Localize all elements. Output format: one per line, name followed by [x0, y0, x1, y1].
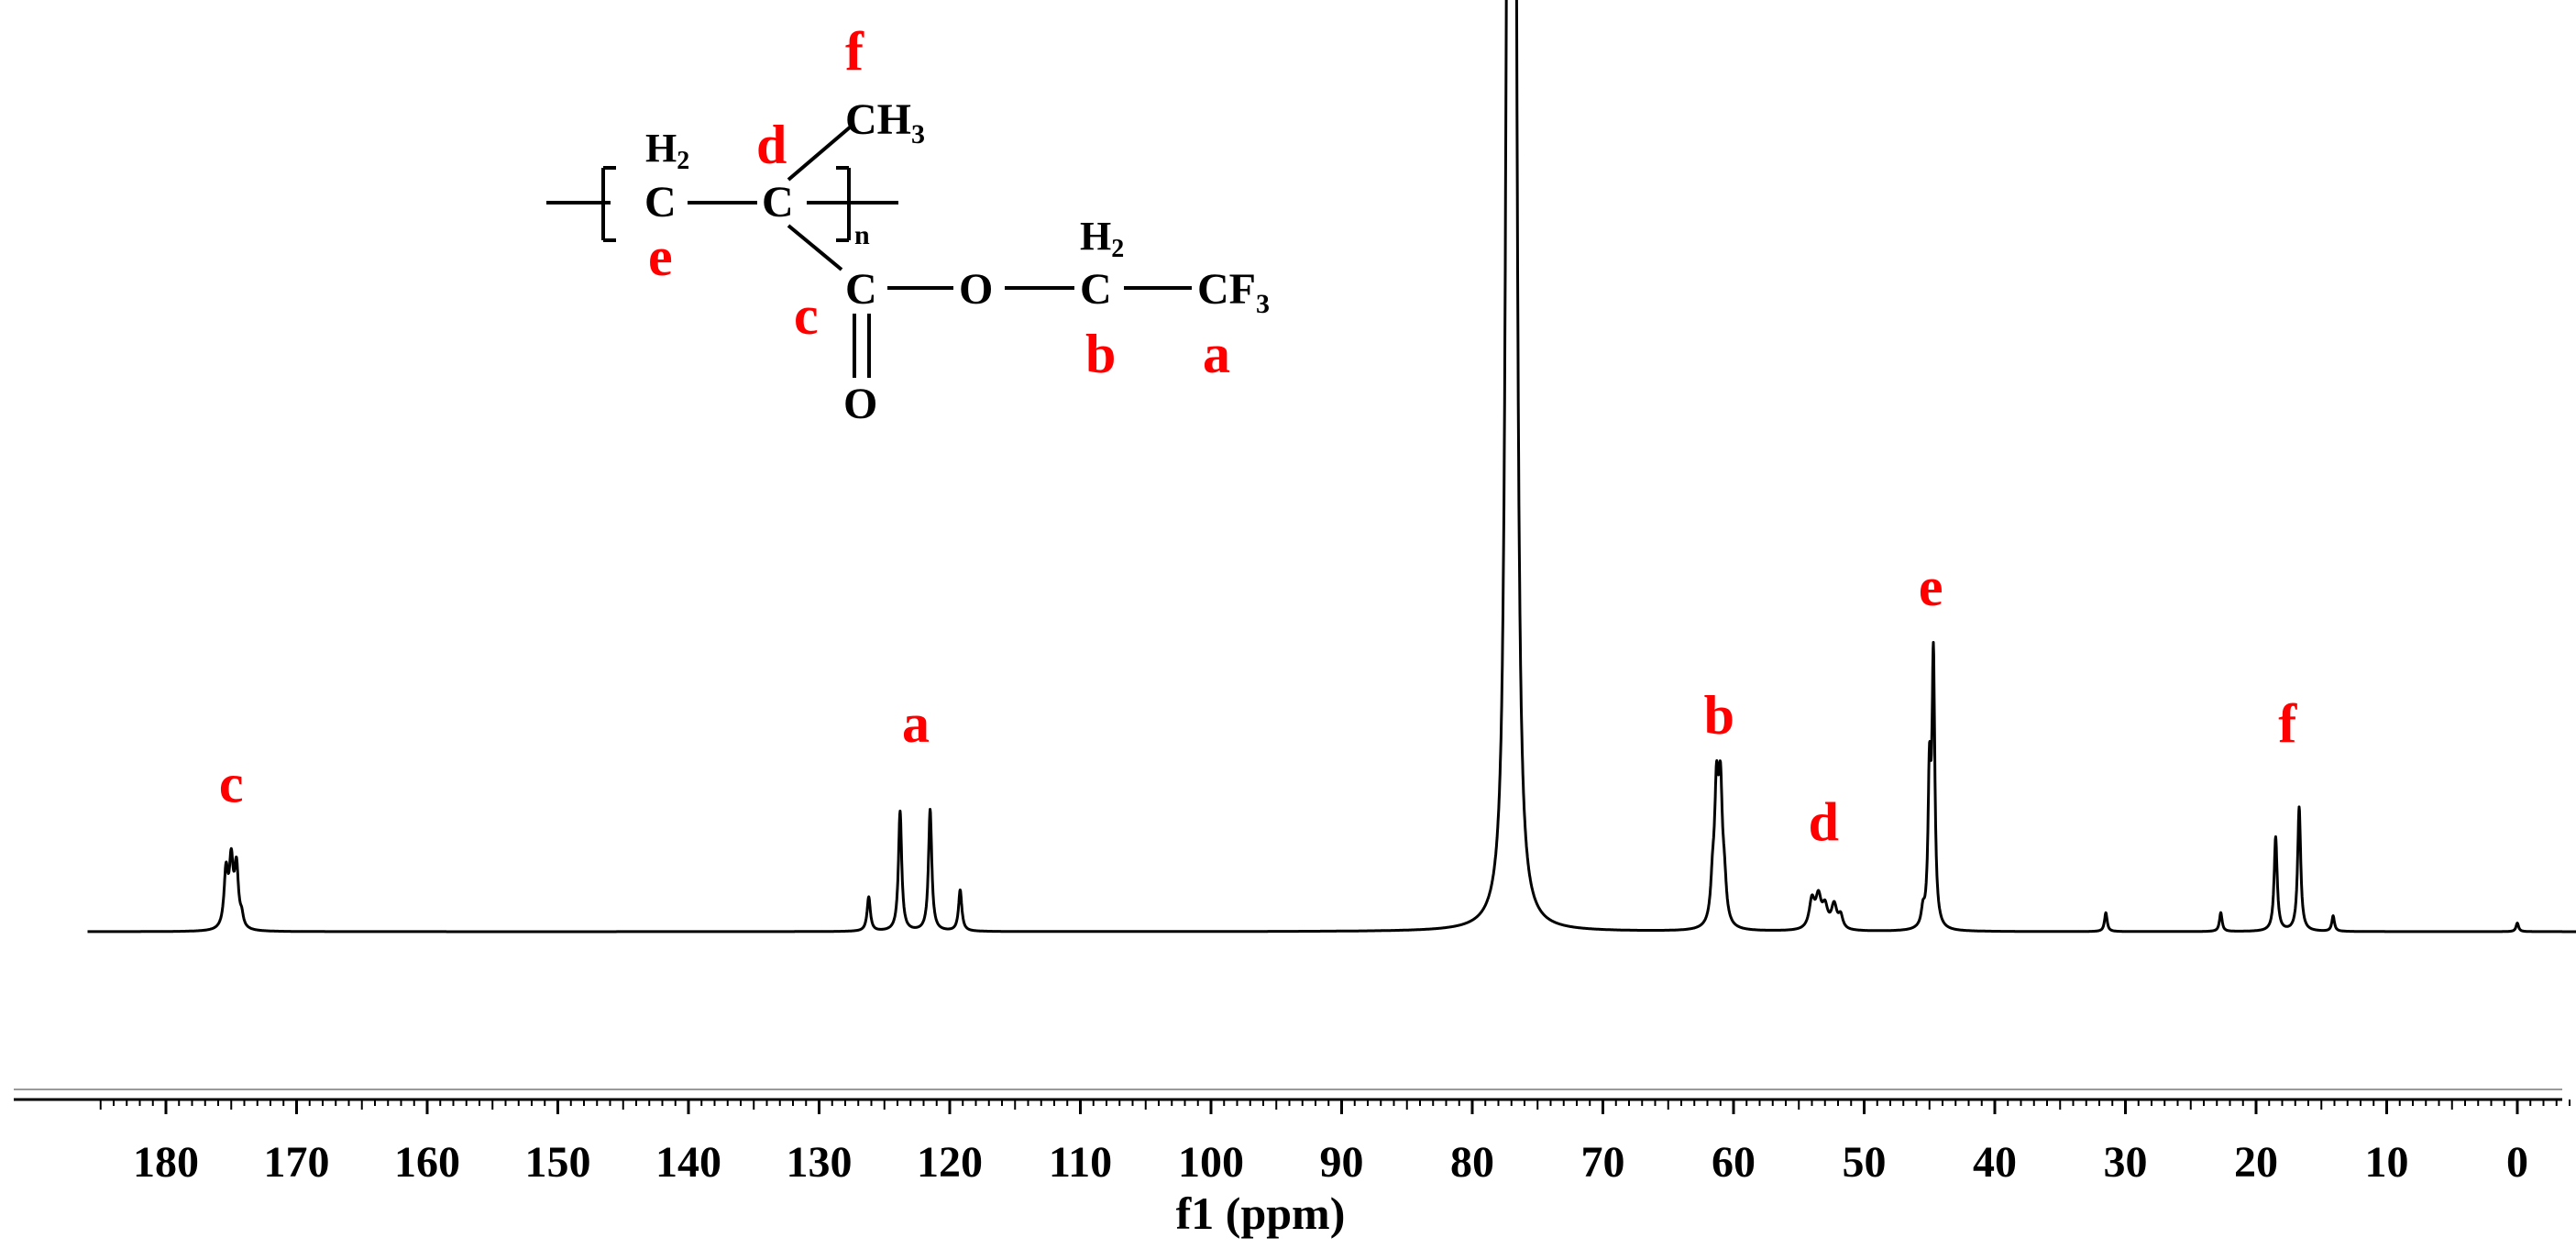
tick-label: 20 — [2234, 1138, 2278, 1187]
methylene-carbon: C — [1080, 265, 1112, 314]
structure-label-d: d — [756, 115, 787, 175]
tick-label: 110 — [1049, 1138, 1112, 1187]
carbonyl-carbon: C — [845, 265, 877, 314]
peak-label-a: a — [902, 693, 930, 754]
tick-label: 0 — [2506, 1138, 2528, 1187]
tick-label: 120 — [917, 1138, 983, 1187]
carbonyl-oxygen: O — [843, 380, 877, 428]
peak-label-f: f — [2278, 693, 2297, 754]
tick-label: 130 — [787, 1138, 853, 1187]
peak-label-b: b — [1704, 685, 1734, 746]
tick-label: 50 — [1843, 1138, 1887, 1187]
axis-tick-labels: 180 170 160 150 140 130 120 110 100 90 80 70 60 50 40 3… — [133, 1138, 2528, 1187]
structure-label-e: e — [648, 227, 673, 287]
tick-label: 160 — [394, 1138, 460, 1187]
h2-right: H2 — [1080, 214, 1124, 263]
structure-label-a: a — [1203, 324, 1230, 384]
tick-label: 30 — [2104, 1138, 2148, 1187]
tick-label: 100 — [1178, 1138, 1244, 1187]
tick-label: 40 — [1973, 1138, 2017, 1187]
tick-label: 140 — [655, 1138, 721, 1187]
tick-label: 10 — [2365, 1138, 2409, 1187]
peak-label-e: e — [1919, 557, 1943, 617]
tick-label: 90 — [1320, 1138, 1364, 1187]
peak-label-c: c — [219, 754, 244, 814]
carbon-center: C — [762, 178, 794, 227]
peak-label-d: d — [1809, 792, 1839, 853]
molecular-structure: H2 C C n CH3 C O O H2 C CF3 f d e — [546, 21, 1270, 428]
structure-label-b: b — [1085, 324, 1116, 384]
tick-label: 70 — [1581, 1138, 1625, 1187]
bond-to-ch3 — [787, 125, 853, 182]
structure-label-c: c — [794, 285, 819, 346]
tick-label: 80 — [1450, 1138, 1494, 1187]
peak-assignment-labels: c a b d e f — [219, 557, 2297, 853]
structure-label-f: f — [845, 21, 864, 82]
axis-ticks — [99, 1100, 2570, 1114]
tick-label: 60 — [1712, 1138, 1756, 1187]
trifluoromethyl-group: CF3 — [1197, 265, 1270, 319]
methyl-group: CH3 — [845, 95, 925, 149]
tick-label: 170 — [264, 1138, 330, 1187]
tick-label: 180 — [133, 1138, 199, 1187]
x-axis-title: f1 (ppm) — [1176, 1188, 1346, 1239]
ester-oxygen: O — [959, 265, 993, 314]
carbon-left: C — [644, 178, 677, 227]
h2-left: H2 — [645, 126, 689, 175]
tick-label: 150 — [525, 1138, 591, 1187]
bond-to-carbonyl — [787, 224, 843, 271]
repeat-subscript: n — [854, 220, 870, 250]
spectrum-trace — [86, 0, 2576, 934]
